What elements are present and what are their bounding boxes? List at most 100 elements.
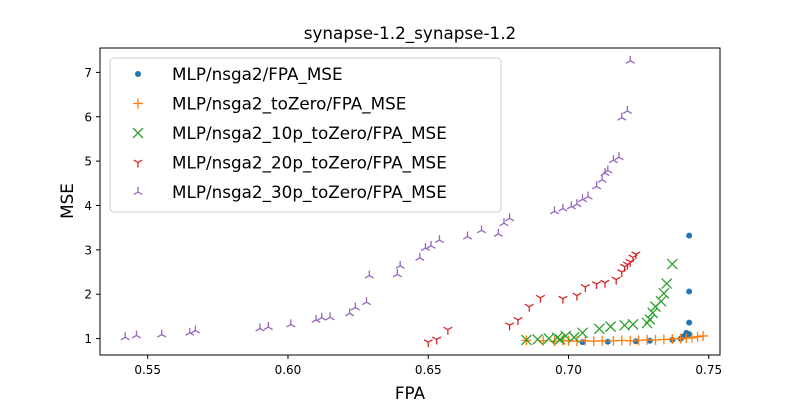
data-point (579, 339, 586, 346)
y-tick-label: 3 (84, 243, 92, 257)
data-point (311, 314, 321, 324)
data-point (185, 327, 195, 336)
data-point (423, 339, 433, 348)
x-tick-label: 0.65 (415, 363, 442, 377)
data-point (625, 335, 636, 346)
data-point (658, 287, 670, 299)
data-point (667, 334, 678, 345)
data-point (600, 279, 610, 288)
data-point (513, 316, 523, 325)
data-point (611, 276, 621, 285)
data-point (568, 331, 580, 343)
data-point (499, 218, 509, 227)
data-point (655, 295, 667, 307)
data-point (535, 294, 546, 303)
data-point (566, 201, 576, 210)
y-tick-label: 7 (84, 66, 92, 80)
y-tick-label: 1 (84, 332, 92, 346)
data-point (392, 269, 403, 278)
x-tick-label: 0.60 (275, 363, 302, 377)
legend-marker (132, 127, 144, 139)
data-point (350, 302, 360, 311)
data-point (476, 225, 487, 234)
data-point (120, 332, 130, 341)
data-point (644, 314, 656, 325)
data-point (683, 329, 690, 336)
data-point (325, 312, 335, 321)
data-point (432, 336, 442, 345)
x-axis-label: FPA (395, 383, 426, 400)
data-point (577, 194, 588, 203)
data-point (614, 152, 624, 161)
data-point (263, 322, 273, 331)
chart-title: synapse-1.2_synapse-1.2 (304, 23, 517, 44)
data-point (692, 331, 703, 342)
data-point (622, 105, 633, 115)
data-point (633, 335, 644, 346)
x-tick-label: 0.55 (134, 363, 161, 377)
data-point (591, 181, 602, 190)
data-point (286, 319, 296, 328)
x-tick-label: 0.75 (695, 363, 722, 377)
data-point (650, 334, 661, 345)
data-point (577, 327, 588, 339)
y-tick-label: 6 (84, 110, 92, 124)
data-point (443, 326, 453, 335)
data-point (157, 329, 167, 338)
data-point (588, 336, 599, 347)
data-point (591, 280, 602, 290)
data-point (426, 240, 436, 249)
data-point (524, 303, 534, 312)
legend-marker (135, 71, 141, 77)
data-point (572, 199, 582, 208)
series-5 (120, 55, 635, 341)
legend-item: MLP/nsga2_10p_toZero/FPA_MSE (132, 123, 447, 144)
data-point (563, 335, 574, 346)
data-point (647, 307, 659, 319)
legend-label: MLP/nsga2_20p_toZero/FPA_MSE (172, 153, 447, 174)
data-point (580, 284, 590, 293)
data-point (608, 155, 619, 164)
data-point (686, 232, 693, 239)
legend-marker (133, 98, 143, 109)
data-point (627, 318, 639, 330)
data-point (364, 270, 374, 279)
data-point (549, 206, 560, 215)
data-point (666, 258, 678, 270)
legend-label: MLP/nsga2/FPA_MSE (172, 64, 343, 85)
data-point (572, 292, 582, 301)
legend-marker (133, 187, 143, 196)
data-point (580, 335, 591, 346)
data-point (642, 334, 653, 345)
data-point (625, 55, 635, 64)
data-point (462, 231, 473, 240)
data-point (395, 260, 405, 269)
legend-box (109, 57, 502, 213)
data-point (583, 191, 593, 200)
data-point (420, 243, 431, 252)
data-point (604, 338, 611, 345)
legend-marker (133, 159, 143, 168)
y-axis-label: MSE (57, 183, 77, 219)
legend-item: MLP/nsga2_20p_toZero/FPA_MSE (133, 153, 447, 174)
data-point (504, 213, 515, 222)
data-point (616, 335, 627, 346)
data-point (593, 323, 605, 335)
legend-item: MLP/nsga2/FPA_MSE (135, 64, 343, 85)
legend: MLP/nsga2/FPA_MSE MLP/nsga2_toZero/FPA_MS… (109, 57, 502, 213)
data-point (661, 278, 673, 290)
data-point (622, 261, 633, 270)
data-point (361, 297, 372, 306)
data-point (631, 251, 641, 260)
data-point (617, 268, 627, 278)
data-point (608, 335, 619, 346)
series-4 (423, 251, 641, 348)
data-point (605, 321, 617, 333)
data-point (558, 295, 568, 304)
data-point (504, 322, 515, 331)
data-point (597, 174, 607, 183)
data-point (493, 228, 503, 237)
data-point (345, 308, 355, 317)
